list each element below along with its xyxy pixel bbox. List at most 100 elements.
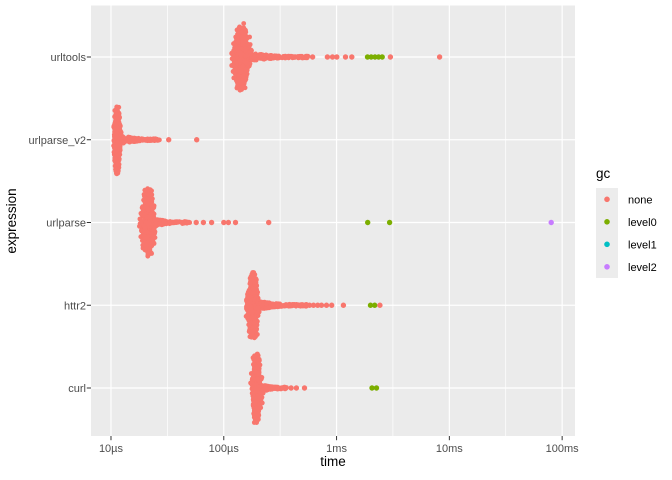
data-point bbox=[145, 207, 151, 212]
data-point bbox=[254, 357, 259, 363]
legend-title: gc bbox=[596, 166, 611, 181]
data-point bbox=[263, 302, 269, 307]
data-point bbox=[146, 220, 152, 226]
data-point bbox=[255, 309, 260, 315]
data-point bbox=[300, 55, 305, 61]
data-point bbox=[171, 220, 176, 226]
data-point bbox=[251, 287, 257, 292]
data-point bbox=[234, 78, 239, 83]
data-point bbox=[252, 53, 258, 58]
outlier-point bbox=[301, 385, 308, 391]
outlier-point bbox=[364, 54, 371, 60]
data-point bbox=[153, 136, 158, 141]
outlier-point bbox=[318, 302, 325, 308]
legend-label: level0 bbox=[628, 217, 657, 229]
outlier-point bbox=[208, 219, 215, 226]
legend-key-dot bbox=[604, 196, 610, 203]
data-point bbox=[282, 54, 288, 59]
outlier-point bbox=[323, 302, 330, 308]
data-point bbox=[115, 143, 121, 148]
outlier-point bbox=[293, 385, 300, 391]
data-point bbox=[245, 60, 250, 66]
data-point bbox=[235, 39, 241, 45]
data-point bbox=[167, 220, 172, 226]
legend-key-dot bbox=[604, 219, 610, 225]
data-point bbox=[257, 379, 263, 385]
y-tick-label: curl bbox=[68, 383, 86, 395]
data-point bbox=[299, 302, 305, 308]
data-point bbox=[180, 221, 185, 226]
outlier-point bbox=[334, 54, 340, 60]
x-tick-label: 10ms bbox=[436, 443, 463, 455]
data-point bbox=[255, 406, 261, 411]
axes: 10µs 100µs 1ms 10ms 100ms urltools urlparse_v2… bbox=[4, 52, 579, 469]
legend-label: level1 bbox=[628, 239, 657, 251]
data-point bbox=[251, 362, 256, 367]
data-point bbox=[247, 303, 253, 309]
outlier-point bbox=[310, 302, 317, 308]
outlier-point bbox=[379, 54, 385, 60]
data-point bbox=[229, 50, 235, 56]
data-point bbox=[247, 281, 253, 287]
data-point bbox=[235, 45, 240, 51]
outlier-point bbox=[232, 219, 239, 226]
data-point bbox=[305, 53, 311, 59]
swarm-urltools bbox=[229, 21, 443, 93]
data-point bbox=[145, 233, 151, 239]
gridlines bbox=[91, 5, 575, 436]
data-point bbox=[254, 353, 259, 359]
data-point bbox=[114, 168, 120, 173]
data-point bbox=[149, 192, 154, 198]
outlier-point bbox=[306, 302, 313, 308]
x-tick-label: 10µs bbox=[99, 443, 124, 455]
swarm-urlparse bbox=[137, 186, 554, 259]
data-point bbox=[136, 135, 141, 141]
data-point bbox=[142, 225, 148, 231]
data-point bbox=[145, 240, 150, 246]
data-point bbox=[250, 355, 256, 361]
data-point bbox=[153, 221, 158, 227]
legend-key-dot bbox=[604, 241, 610, 248]
data-point bbox=[283, 302, 289, 307]
data-point bbox=[234, 67, 240, 73]
data-point bbox=[186, 219, 192, 225]
data-point bbox=[241, 21, 247, 26]
data-point bbox=[250, 274, 256, 280]
swarm-curl bbox=[248, 351, 380, 425]
outlier-point bbox=[548, 219, 554, 226]
outlier-point bbox=[279, 385, 285, 391]
outlier-point bbox=[387, 54, 394, 60]
outlier-point bbox=[288, 385, 294, 391]
data-point bbox=[258, 54, 263, 59]
data-point bbox=[239, 84, 245, 90]
data-point bbox=[263, 386, 268, 392]
data-point bbox=[235, 33, 241, 39]
y-tick-label: urlparse bbox=[46, 218, 86, 230]
data-point bbox=[142, 236, 147, 242]
outlier-point bbox=[221, 219, 227, 226]
outlier-point bbox=[315, 302, 321, 308]
data-point bbox=[161, 219, 166, 225]
legend-label: none bbox=[628, 194, 652, 206]
data-point bbox=[251, 420, 257, 425]
data-point bbox=[243, 76, 249, 82]
data-point bbox=[114, 133, 120, 139]
data-point bbox=[113, 156, 118, 162]
data-point bbox=[270, 386, 275, 392]
data-point bbox=[140, 138, 145, 143]
data-point bbox=[253, 385, 259, 391]
data-point bbox=[290, 54, 296, 59]
data-point bbox=[116, 114, 121, 120]
data-point bbox=[146, 137, 151, 142]
data-point bbox=[147, 214, 153, 220]
x-tick-label: 100µs bbox=[209, 443, 240, 455]
data-point bbox=[239, 29, 245, 35]
data-point bbox=[148, 243, 154, 249]
outlier-point bbox=[342, 54, 349, 60]
data-point bbox=[252, 297, 257, 302]
data-point bbox=[240, 63, 246, 69]
data-point bbox=[275, 54, 281, 60]
swarm-urlparse_v2 bbox=[111, 104, 200, 177]
